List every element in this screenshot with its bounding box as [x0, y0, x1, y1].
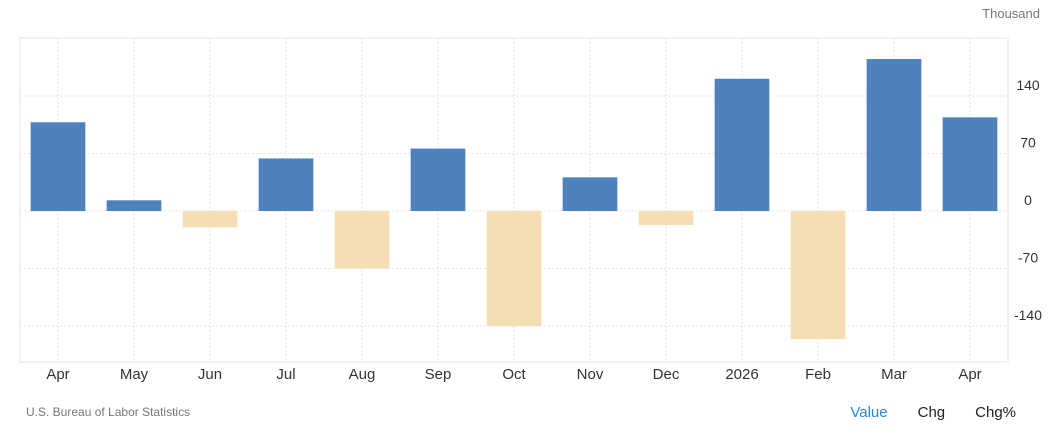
bar-12[interactable] — [942, 117, 998, 211]
unit-label: Thousand — [982, 6, 1040, 21]
bar-9[interactable] — [714, 78, 770, 211]
y-tick-label: -70 — [1018, 250, 1038, 266]
y-axis-ticks: 140 70 0 -70 -140 — [1014, 77, 1042, 323]
y-tick-label: 140 — [1016, 77, 1040, 93]
toggle-value[interactable]: Value — [850, 404, 888, 421]
bar-5[interactable] — [410, 148, 466, 211]
bar-3[interactable] — [258, 158, 314, 211]
x-tick-label: Aug — [349, 366, 376, 383]
bar-6[interactable] — [486, 211, 542, 326]
bar-7[interactable] — [562, 177, 618, 211]
bar-8[interactable] — [638, 211, 694, 225]
x-tick-label: Apr — [46, 366, 69, 383]
toggle-chg[interactable]: Chg — [917, 404, 946, 421]
x-tick-label: Nov — [577, 366, 604, 383]
source-label: U.S. Bureau of Labor Statistics — [26, 405, 191, 419]
x-tick-label: Sep — [425, 366, 452, 383]
x-tick-label: Dec — [653, 366, 680, 383]
y-tick-label: -140 — [1014, 307, 1042, 323]
bar-11[interactable] — [866, 59, 922, 212]
y-tick-label: 70 — [1020, 135, 1036, 151]
bar-0[interactable] — [30, 122, 86, 211]
bar-10[interactable] — [790, 211, 846, 340]
x-tick-label: 2026 — [725, 366, 758, 383]
y-tick-label: 0 — [1024, 192, 1032, 208]
x-tick-label: Mar — [881, 366, 907, 383]
bars — [30, 59, 998, 340]
bar-1[interactable] — [106, 200, 162, 211]
x-tick-label: Oct — [502, 366, 526, 383]
bar-chart: Apr May Jun Jul Aug Sep Oct Nov Dec 2026 Feb Mar Apr… — [19, 37, 1042, 383]
bar-4[interactable] — [334, 211, 390, 269]
x-tick-label: Apr — [958, 366, 981, 383]
toggle-chg-percent[interactable]: Chg% — [975, 404, 1016, 421]
view-toggle-group: Value Chg Chg% — [850, 404, 1016, 421]
bar-2[interactable] — [182, 211, 238, 228]
x-tick-label: May — [120, 366, 149, 383]
x-tick-label: Jul — [276, 366, 295, 383]
x-tick-label: Feb — [805, 366, 831, 383]
x-tick-label: Jun — [198, 366, 222, 383]
x-axis-ticks: Apr May Jun Jul Aug Sep Oct Nov Dec 2026 Feb Mar Apr — [46, 366, 981, 383]
